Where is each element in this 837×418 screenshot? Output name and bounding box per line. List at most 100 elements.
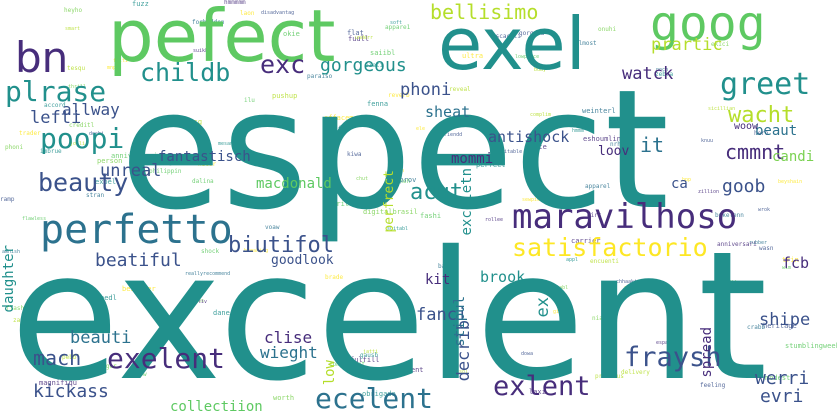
word-small: heyho [64, 7, 83, 14]
word-exc: exc [260, 50, 306, 79]
word-sheat: sheat [425, 103, 471, 121]
word-small: appare1 [385, 24, 411, 31]
word-small: reallyrecommend [185, 271, 231, 277]
word-small: weinterl [582, 107, 616, 115]
word-small: bokeh [392, 178, 411, 185]
word-kickass: kickass [33, 381, 109, 402]
word-small: dowa [521, 351, 534, 357]
word-small: anniversari [717, 241, 757, 248]
word-small: expel [95, 178, 117, 186]
word-small: chut [356, 176, 369, 182]
word-small: mnp [107, 65, 117, 71]
word-small: eedl [100, 294, 117, 302]
word-clise: clise [264, 328, 313, 347]
word-small: noch [656, 67, 669, 73]
word-small: speechless [624, 285, 655, 291]
word-small: poch [392, 168, 405, 174]
word-small: confortabl [538, 285, 569, 291]
word-woow: woow [734, 121, 759, 132]
word-small: perfect [476, 161, 506, 169]
word-small: paraiso [307, 73, 333, 80]
word-small: nicor [198, 161, 217, 168]
word-small: escactli [492, 33, 521, 40]
word-antishock: antishock [488, 128, 570, 146]
word-cmmnt: cmmnt [725, 140, 786, 164]
word-small: jatti [363, 349, 379, 355]
word-perfrect: perfrect [382, 170, 397, 233]
word-shipe: shipe [759, 310, 811, 330]
word-childb: childb [140, 58, 231, 87]
word-small: wasn [759, 245, 774, 252]
word-small: kiwa [347, 151, 362, 158]
word-goodlook: goodlook [271, 253, 334, 268]
word-wacht: wacht [728, 103, 795, 128]
word-small: rubber [749, 240, 768, 246]
word-prartic: prartic [651, 35, 723, 55]
word-small: tesqu [67, 65, 86, 72]
word-collectiion: collectiion [170, 399, 263, 415]
word-it: it [640, 133, 665, 157]
word-small: almost [575, 40, 597, 47]
word-small: jolli [70, 141, 86, 147]
word-small: leaflet [62, 374, 84, 380]
word-small: hmmm [572, 128, 585, 134]
word-gorgeous: gorgeous [320, 55, 407, 76]
word-small: effacement [324, 114, 367, 122]
word-loov: loov [598, 144, 630, 159]
word-candi: candi [772, 149, 815, 165]
word-ex: ex [533, 297, 553, 318]
word-small: hpp [682, 177, 692, 183]
word-small: underr [355, 35, 374, 41]
word-small: bestseer [122, 285, 156, 293]
word-small: jooli [169, 158, 191, 166]
word-perfetto: perfetto [40, 207, 233, 253]
word-small: cute [530, 143, 547, 151]
word-small: zebra [655, 71, 674, 78]
word-small: filler [482, 154, 501, 160]
word-greet: greet [720, 67, 811, 102]
word-small: flawless [22, 216, 47, 222]
word-small: pebbl [62, 354, 81, 361]
word-small: zillion [698, 189, 720, 195]
word-small: disadvantag [261, 10, 295, 16]
word-small: fractiv [186, 299, 208, 305]
word-small: worth [273, 394, 295, 402]
word-small: reveal [449, 86, 471, 93]
word-small: anniversari [111, 152, 158, 160]
word-small: dane [213, 309, 230, 317]
word-small: fuull [348, 35, 370, 43]
word-espect: espect [120, 54, 670, 246]
word-small: person [97, 157, 123, 165]
word-small: complim [530, 112, 552, 118]
word-small: thrill [68, 84, 87, 90]
word-small: dalina [192, 178, 214, 185]
word-small: bitsg [181, 118, 203, 126]
word-small: useful [325, 125, 351, 133]
word-allway: allway [62, 100, 120, 119]
word-mach: mach [33, 346, 82, 370]
word-small: fashi [420, 212, 442, 220]
word-small: bouger [95, 363, 117, 370]
word-small: neuv [180, 121, 195, 128]
word-small: espandiv [656, 340, 681, 346]
word-small: encuenti [590, 258, 619, 265]
word-macdonald: macdonald [256, 176, 332, 192]
word-small: carrier [571, 237, 601, 245]
word-small: fuzz [132, 0, 149, 8]
word-kit: kit [425, 272, 451, 288]
word-small: whrite [328, 200, 354, 208]
word-small: apparel [585, 183, 611, 190]
word-small: trin [782, 256, 799, 264]
word-small: beyshain [778, 179, 803, 185]
word-biutifol: biutifol [228, 233, 334, 258]
word-small: knuu [701, 138, 714, 144]
word-small: suitable [498, 149, 523, 155]
word-exlent: exlent [493, 371, 591, 402]
word-beauti: beauti [70, 328, 132, 348]
word-small: ilu [244, 97, 255, 104]
word-small: trader [19, 130, 41, 137]
word-small: magnifiqu [39, 379, 77, 387]
word-small: lowprice [515, 54, 540, 60]
word-small: fulfill [350, 356, 380, 364]
